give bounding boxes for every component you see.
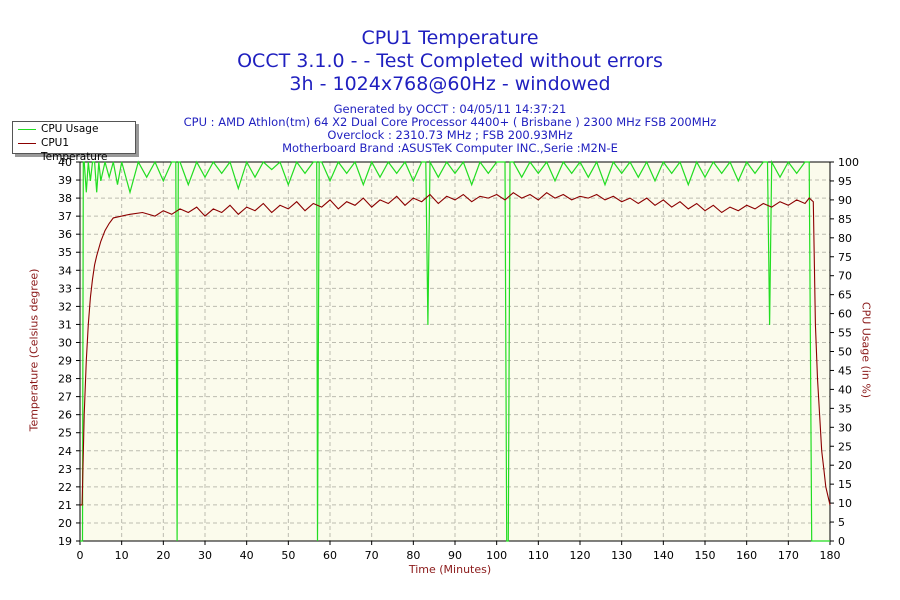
y-tick-label-right: 60 xyxy=(838,308,852,321)
x-tick-label: 120 xyxy=(570,549,591,562)
series-line-cpu1-temperature xyxy=(80,192,831,506)
y-tick-label-right: 45 xyxy=(838,364,852,377)
y-tick-label-left: 35 xyxy=(58,246,72,259)
x-tick-label: 100 xyxy=(486,549,507,562)
x-tick-label: 70 xyxy=(365,549,379,562)
y-tick-label-right: 10 xyxy=(838,497,852,510)
x-tick-label: 10 xyxy=(115,549,129,562)
series-line-cpu-usage xyxy=(80,159,830,542)
x-tick-label: 180 xyxy=(820,549,841,562)
y-tick-label-right: 85 xyxy=(838,213,852,226)
y-tick-label-right: 50 xyxy=(838,346,852,359)
x-tick-label: 80 xyxy=(406,549,420,562)
y-tick-label-left: 24 xyxy=(58,445,72,458)
y-tick-label-left: 38 xyxy=(58,192,72,205)
legend-item-usage: CPU Usage xyxy=(13,122,135,136)
y-tick-label-left: 22 xyxy=(58,481,72,494)
x-tick-label: 110 xyxy=(528,549,549,562)
y-tick-label-right: 90 xyxy=(838,194,852,207)
plot-border xyxy=(79,161,831,542)
y-tick-label-left: 33 xyxy=(58,282,72,295)
x-axis-label: Time (Minutes) xyxy=(408,563,492,576)
chart-title: CPU1 Temperature xyxy=(361,27,539,49)
x-tick-label: 150 xyxy=(695,549,716,562)
y-tick-label-right: 55 xyxy=(838,327,852,340)
y-tick-label-left: 27 xyxy=(58,391,72,404)
chart-subtitle-mode: 3h - 1024x768@60Hz - windowed xyxy=(289,73,611,95)
y-tick-label-left: 28 xyxy=(58,373,72,386)
x-tick-label: 90 xyxy=(448,549,462,562)
y-tick-label-right: 95 xyxy=(838,175,852,188)
y-tick-label-right: 35 xyxy=(838,402,852,415)
y-tick-label-right: 30 xyxy=(838,421,852,434)
info-generated: Generated by OCCT : 04/05/11 14:37:21 xyxy=(333,102,567,116)
x-tick-label: 60 xyxy=(323,549,337,562)
chart-subtitle-test: OCCT 3.1.0 - - Test Completed without er… xyxy=(237,50,663,72)
y-tick-label-left: 29 xyxy=(58,355,72,368)
y-tick-label-left: 32 xyxy=(58,300,72,313)
y-tick-label-left: 36 xyxy=(58,228,72,241)
legend-item-temperature: CPU1 Temperature xyxy=(13,136,135,163)
y-tick-label-left: 25 xyxy=(58,427,72,440)
y-tick-label-left: 30 xyxy=(58,336,72,349)
info-cpu: CPU : AMD Athlon(tm) 64 X2 Dual Core Pro… xyxy=(183,115,717,129)
y-tick-label-left: 39 xyxy=(58,174,72,187)
x-tick-label: 40 xyxy=(240,549,254,562)
y-tick-label-right: 100 xyxy=(838,156,859,169)
legend-swatch-temperature xyxy=(18,143,36,144)
legend-label-usage: CPU Usage xyxy=(41,123,99,135)
info-motherboard: Motherboard Brand :ASUSTeK Computer INC.… xyxy=(282,141,618,155)
y-tick-label-left: 34 xyxy=(58,264,72,277)
y-tick-label-right: 0 xyxy=(838,535,845,548)
y-tick-label-right: 40 xyxy=(838,383,852,396)
legend-swatch-usage xyxy=(18,129,36,130)
y-tick-label-left: 23 xyxy=(58,463,72,476)
y-tick-label-right: 5 xyxy=(838,516,845,529)
x-tick-label: 130 xyxy=(611,549,632,562)
y-tick-label-left: 40 xyxy=(58,156,72,169)
y-tick-label-left: 20 xyxy=(58,517,72,530)
x-tick-label: 20 xyxy=(156,549,170,562)
legend-label-temperature: CPU1 Temperature xyxy=(41,137,108,163)
y-tick-label-right: 65 xyxy=(838,289,852,302)
y-tick-label-left: 31 xyxy=(58,318,72,331)
y-tick-label-left: 37 xyxy=(58,210,72,223)
x-tick-label: 50 xyxy=(281,549,295,562)
x-tick-label: 30 xyxy=(198,549,212,562)
y-tick-label-right: 75 xyxy=(838,251,852,264)
y-tick-label-left: 26 xyxy=(58,409,72,422)
legend: CPU Usage CPU1 Temperature xyxy=(12,121,136,163)
x-tick-label: 0 xyxy=(77,549,84,562)
x-tick-label: 170 xyxy=(778,549,799,562)
y-tick-label-right: 15 xyxy=(838,478,852,491)
y-tick-label-right: 25 xyxy=(838,440,852,453)
y-tick-label-left: 19 xyxy=(58,535,72,548)
y-tick-label-left: 21 xyxy=(58,499,72,512)
y-tick-label-right: 20 xyxy=(838,459,852,472)
x-tick-label: 140 xyxy=(653,549,674,562)
info-overclock: Overclock : 2310.73 MHz ; FSB 200.93MHz xyxy=(327,128,573,142)
y-tick-label-right: 80 xyxy=(838,232,852,245)
y-tick-label-right: 70 xyxy=(838,270,852,283)
x-tick-label: 160 xyxy=(736,549,757,562)
